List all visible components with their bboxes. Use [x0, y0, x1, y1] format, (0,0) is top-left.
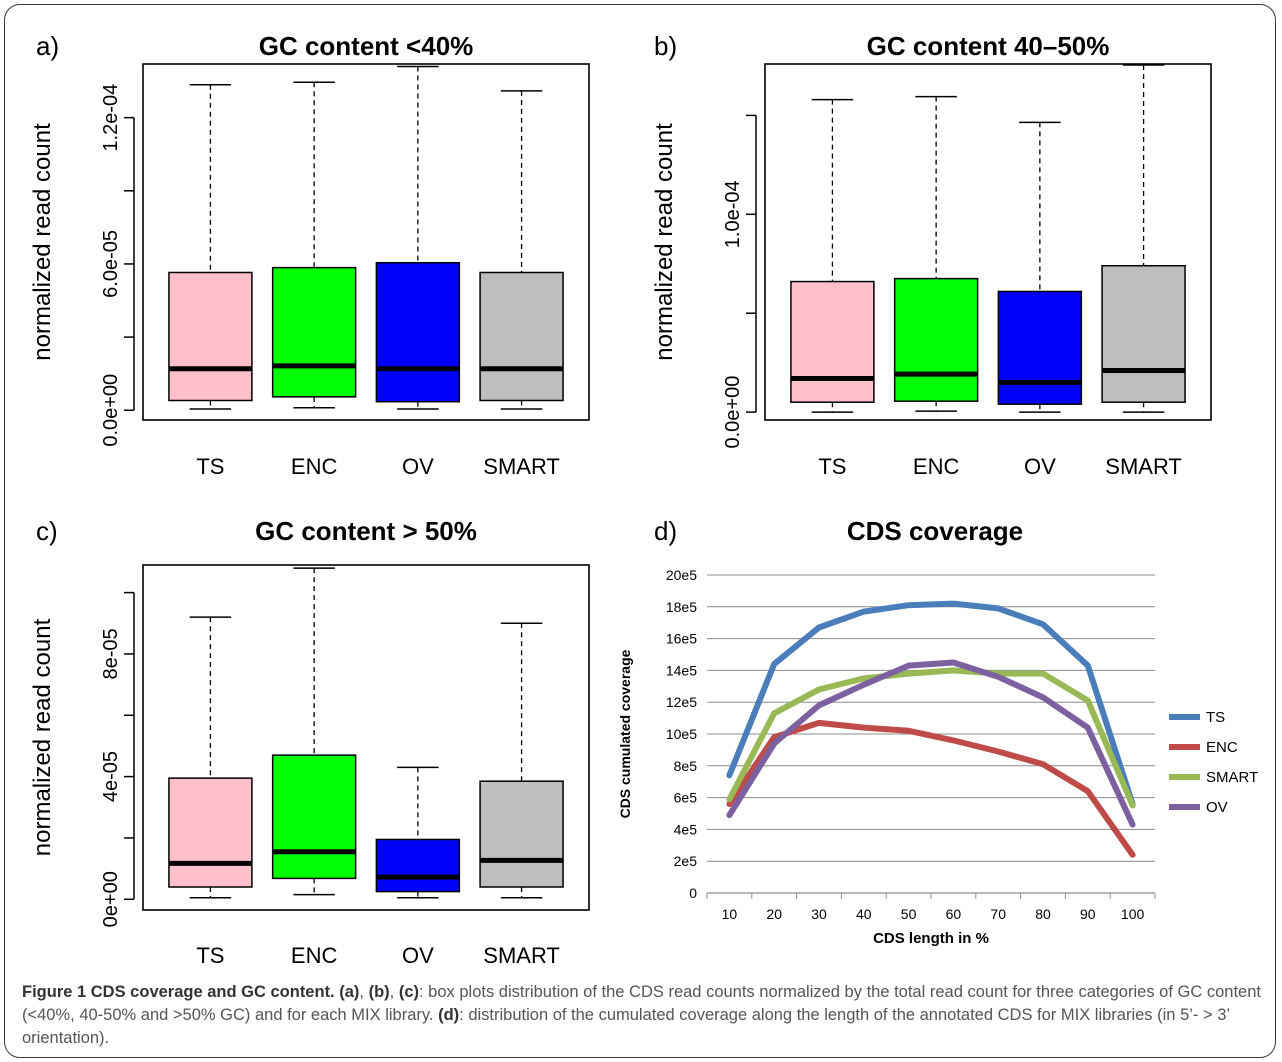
panel-letter: a): [36, 31, 59, 61]
y-axis-label: normalized read count: [29, 618, 56, 856]
x-category-label: TS: [196, 943, 224, 968]
figure-frame: [4, 4, 1276, 1058]
caption-text-2: ,: [389, 983, 399, 1001]
panel-letter: d): [654, 516, 677, 546]
x-category-label: TS: [196, 454, 224, 479]
y-tick-label: 4e5: [674, 821, 698, 837]
y-tick-label: 1.0e-04: [722, 180, 744, 248]
x-tick-label: 70: [990, 906, 1006, 922]
box-smart: [1101, 264, 1186, 403]
x-category-label: TS: [818, 454, 846, 479]
panel-title: GC content <40%: [259, 31, 474, 61]
x-category-label: OV: [402, 454, 434, 479]
y-axis-label: normalized read count: [651, 123, 678, 361]
caption-bold-title: Figure 1 CDS coverage and GC content. (a…: [22, 983, 360, 1001]
x-axis-label: CDS length in %: [873, 930, 989, 947]
caption-text-4: : distribution of the cumulated coverage…: [22, 1006, 1230, 1047]
box-enc: [271, 754, 357, 880]
y-tick-label: 4e-05: [100, 751, 122, 802]
x-category-label: OV: [402, 943, 434, 968]
x-category-label: ENC: [913, 454, 960, 479]
y-tick-label: 0: [689, 885, 697, 901]
panel-letter: b): [654, 31, 677, 61]
panel-b-boxplot: b) GC content 40–50% 0.0e+00 1.0e-04 normali…: [651, 31, 1212, 479]
y-tick-label: 6.0e-05: [100, 230, 122, 298]
x-tick-label: 40: [856, 906, 872, 922]
x-tick-label: 100: [1121, 906, 1145, 922]
x-category-label: SMART: [1105, 454, 1182, 479]
plot-area-border: [764, 63, 1212, 421]
series-line-smart: [726, 667, 1136, 809]
y-axis-label: CDS cumulated coverage: [617, 649, 633, 818]
y-tick-label: 0e+00: [100, 871, 122, 927]
series-line-enc: [726, 719, 1136, 858]
figure-caption: Figure 1 CDS coverage and GC content. (a…: [22, 981, 1262, 1050]
x-category-label: OV: [1024, 454, 1056, 479]
caption-bold-b: (b): [368, 983, 390, 1001]
y-tick-label: 0.0e+00: [722, 376, 744, 449]
y-tick-label: 16e5: [666, 631, 697, 647]
panel-title: CDS coverage: [847, 516, 1023, 546]
plot-area-border: [142, 63, 590, 421]
box-ov: [997, 290, 1083, 405]
x-category-label: SMART: [483, 454, 560, 479]
plot-area-border: [142, 564, 590, 911]
x-category-label: SMART: [483, 943, 560, 968]
caption-bold-d: (d): [438, 1006, 460, 1024]
legend-label: TS: [1206, 709, 1225, 726]
box-ts: [168, 271, 253, 402]
box-ov: [375, 838, 461, 893]
legend-label: SMART: [1206, 769, 1258, 786]
y-tick-label: 6e5: [674, 790, 698, 806]
box-ts: [790, 280, 875, 403]
legend-label: OV: [1206, 799, 1228, 816]
x-category-label: ENC: [291, 454, 338, 479]
x-tick-label: 80: [1035, 906, 1051, 922]
y-axis-label: normalized read count: [29, 123, 56, 361]
panel-c-boxplot: c) GC content > 50% 0e+00 4e-05 8e-05 normali…: [29, 516, 590, 968]
x-tick-label: 90: [1080, 906, 1096, 922]
panel-d-line-chart: d) CDS coverage 0 2e5 4e5 6e5 8e5 10e5 12e5 14e5 1…: [617, 516, 1258, 947]
y-tick-label: 1.2e-04: [100, 84, 122, 152]
legend-label: ENC: [1206, 739, 1238, 756]
x-tick-label: 20: [766, 906, 782, 922]
panel-title: GC content > 50%: [255, 516, 477, 546]
series-line-ts: [726, 600, 1136, 807]
y-tick-label: 8e-05: [100, 628, 122, 679]
caption-text-3: : box plots distribution of the CDS read…: [22, 983, 1261, 1024]
box-enc: [271, 266, 357, 398]
box-ts: [168, 777, 253, 888]
box-smart: [479, 780, 564, 888]
y-tick-label: 20e5: [666, 567, 697, 583]
panel-title: GC content 40–50%: [867, 31, 1110, 61]
y-tick-label: 18e5: [666, 599, 697, 615]
box-enc: [893, 277, 979, 402]
box-smart: [479, 271, 564, 402]
caption-text-1: ,: [359, 983, 369, 1001]
x-tick-label: 30: [811, 906, 827, 922]
y-tick-label: 14e5: [666, 662, 697, 678]
y-tick-label: 0.0e+00: [100, 374, 122, 447]
panel-letter: c): [36, 516, 58, 546]
x-tick-label: 60: [946, 906, 962, 922]
panel-a-boxplot: a) GC content <40% 0.0e+00 6.0e-05 1.2e-04 no…: [29, 31, 590, 479]
y-tick-label: 12e5: [666, 694, 697, 710]
y-tick-label: 2e5: [674, 853, 698, 869]
y-tick-label: 8e5: [674, 758, 698, 774]
x-tick-label: 10: [722, 906, 738, 922]
box-ov: [375, 261, 461, 403]
series-line-ov: [726, 659, 1136, 828]
caption-bold-c: (c): [398, 983, 419, 1001]
y-tick-label: 10e5: [666, 726, 697, 742]
x-category-label: ENC: [291, 943, 338, 968]
x-tick-label: 50: [901, 906, 917, 922]
